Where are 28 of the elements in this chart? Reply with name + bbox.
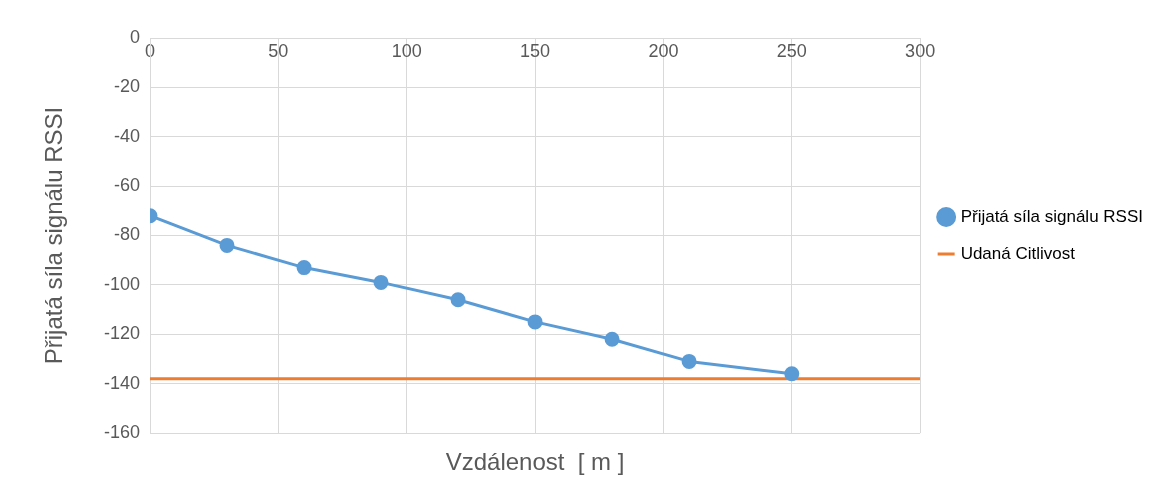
point <box>450 292 466 308</box>
x-tick-label: 100 <box>391 40 422 61</box>
x-tick-label: 0 <box>144 40 156 61</box>
point <box>527 314 543 330</box>
y-tick-label: -120 <box>103 323 140 344</box>
legend-label: Přijatá síla signálu RSSI <box>960 206 1144 226</box>
x-tick-label: 300 <box>905 40 936 61</box>
y-tick-label: -20 <box>113 76 140 97</box>
y-tick-label: -80 <box>113 224 140 245</box>
y-axis-title: Přijatá síla signálu RSSI <box>39 106 67 365</box>
point <box>681 353 697 369</box>
x-tick-label: 50 <box>268 40 289 61</box>
y-tick-label: 0 <box>129 26 140 47</box>
point <box>604 331 620 347</box>
y-tick-label: -160 <box>103 421 140 442</box>
point <box>373 274 389 290</box>
x-tick-label: 200 <box>648 40 679 61</box>
x-tick-label: 250 <box>776 40 807 61</box>
y-tick-label: -40 <box>113 125 140 146</box>
x-axis-title: Vzdálenost [ m ] <box>445 447 625 475</box>
point <box>784 366 800 382</box>
point <box>296 260 312 276</box>
y-tick-label: -140 <box>103 372 140 393</box>
x-tick-label: 150 <box>520 40 551 61</box>
y-tick-label: -100 <box>103 273 140 294</box>
point <box>219 237 235 253</box>
y-tick-label: -60 <box>113 175 140 196</box>
legend-label: Udaná Citlivost <box>960 243 1076 263</box>
